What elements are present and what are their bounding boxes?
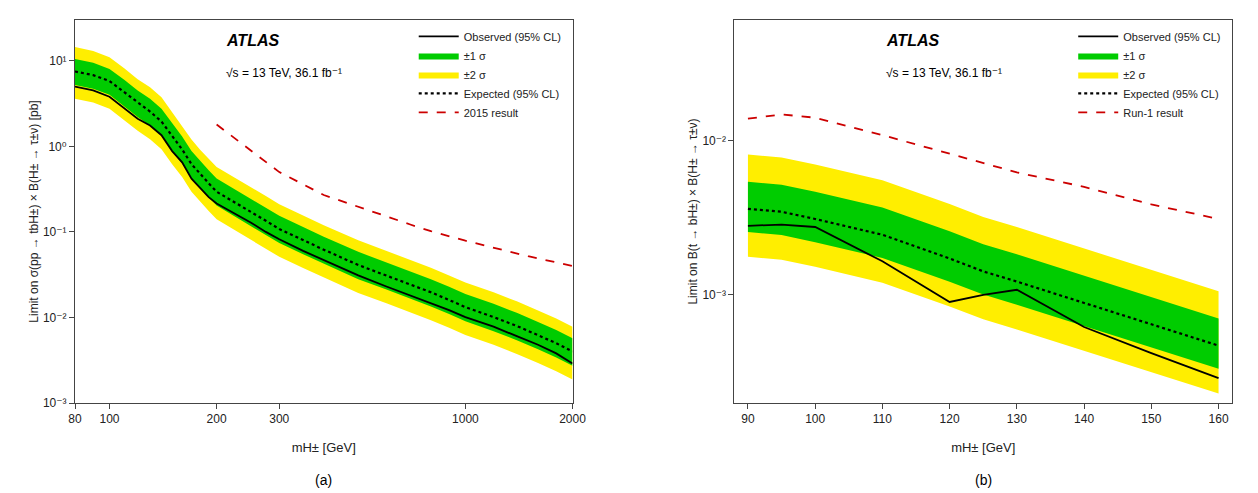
svg-text:√s = 13 TeV, 36.1 fb⁻¹: √s = 13 TeV, 36.1 fb⁻¹ [226, 66, 342, 80]
svg-text:Expected (95% CL): Expected (95% CL) [464, 88, 559, 100]
svg-text:10⁻²: 10⁻² [43, 311, 67, 325]
svg-text:150: 150 [1141, 412, 1161, 426]
svg-text:160: 160 [1209, 412, 1229, 426]
svg-text:140: 140 [1074, 412, 1094, 426]
svg-text:mH± [GeV]: mH± [GeV] [292, 440, 356, 455]
svg-text:100: 100 [99, 412, 119, 426]
svg-text:ATLAS: ATLAS [226, 32, 279, 49]
svg-text:100: 100 [805, 412, 825, 426]
svg-text:300: 300 [269, 412, 289, 426]
svg-text:90: 90 [741, 412, 755, 426]
svg-text:mH± [GeV]: mH± [GeV] [951, 440, 1015, 455]
svg-text:(a): (a) [315, 472, 332, 488]
svg-text:±1 σ: ±1 σ [464, 50, 486, 62]
svg-text:10⁻²: 10⁻² [702, 134, 726, 148]
svg-text:±1 σ: ±1 σ [1123, 50, 1145, 62]
svg-text:10⁻¹: 10⁻¹ [43, 225, 67, 239]
svg-text:1000: 1000 [452, 412, 479, 426]
svg-text:Observed (95% CL): Observed (95% CL) [1123, 31, 1220, 43]
svg-text:130: 130 [1007, 412, 1027, 426]
svg-text:Limit on σ(pp → tbH±) × B(H± →: Limit on σ(pp → tbH±) × B(H± → τ±ν) [pb] [27, 100, 41, 322]
svg-text:Expected (95% CL): Expected (95% CL) [1123, 88, 1218, 100]
svg-text:Limit on B(t → bH±) × B(H± → τ: Limit on B(t → bH±) × B(H± → τ±ν) [686, 118, 700, 304]
svg-text:2015 result: 2015 result [464, 107, 518, 119]
svg-text:10⁰: 10⁰ [48, 140, 66, 154]
svg-text:10¹: 10¹ [49, 54, 66, 68]
svg-text:110: 110 [873, 412, 892, 426]
svg-text:10⁻³: 10⁻³ [43, 396, 67, 410]
svg-text:±2 σ: ±2 σ [464, 69, 486, 81]
svg-text:80: 80 [68, 412, 82, 426]
svg-text:ATLAS: ATLAS [886, 32, 939, 49]
svg-text:Observed (95% CL): Observed (95% CL) [464, 31, 561, 43]
svg-text:Run-1 result: Run-1 result [1123, 107, 1183, 119]
svg-text:(b): (b) [975, 472, 992, 488]
svg-text:√s = 13 TeV, 36.1 fb⁻¹: √s = 13 TeV, 36.1 fb⁻¹ [886, 66, 1002, 80]
svg-text:10⁻³: 10⁻³ [702, 288, 726, 302]
svg-text:200: 200 [207, 412, 227, 426]
svg-text:120: 120 [940, 412, 960, 426]
svg-text:±2 σ: ±2 σ [1123, 69, 1145, 81]
svg-text:2000: 2000 [559, 412, 586, 426]
